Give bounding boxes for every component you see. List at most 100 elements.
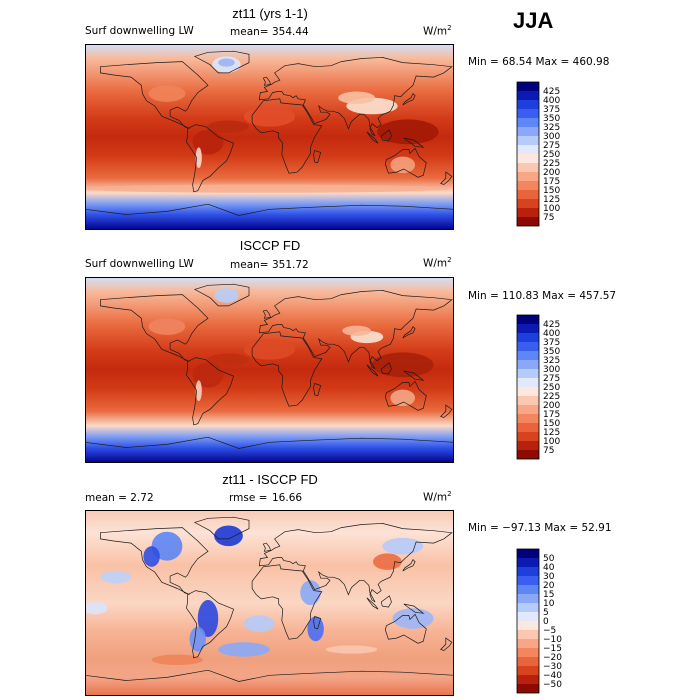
colorbar-tick-label: −15 [543,644,562,654]
variable-label: Surf downwelling LW [85,258,194,270]
colorbar-swatch [517,423,539,432]
coastline-borneo [380,595,392,608]
colorbar-swatch [517,612,539,621]
colorbar-tick-label: 125 [543,428,560,438]
colorbar-swatch [517,684,539,693]
colorbar-tick-label: −50 [543,680,562,690]
field-patch [325,645,378,654]
coastline-greenland [193,283,250,307]
colorbar-tick-label: 75 [543,213,554,223]
field-patch [195,147,202,168]
colorbar-swatch [517,657,539,666]
panel-title: zt11 - ISCCP FD [222,472,318,487]
field-patch [192,129,224,155]
minmax-label: Min = −97.13 Max = 52.91 [468,522,612,534]
colorbar-swatch [517,190,539,199]
map-frame [85,510,454,696]
field-patch [243,615,275,632]
stat-label: mean= [230,259,269,271]
colorbar-swatch [517,333,539,342]
colorbar-swatch [517,154,539,163]
coastline-newGuinea [403,603,425,614]
coastline-newZealand [440,637,453,651]
colorbar-swatch [517,118,539,127]
colorbar-tick-label: 300 [543,132,560,142]
colorbar-tick-label: 175 [543,177,560,187]
colorbar-tick-label: 425 [543,320,560,330]
coastline-antarctica [85,436,454,463]
colorbar-swatch [517,136,539,145]
field-patch [214,525,243,547]
colorbar-tick-label: −30 [543,662,562,672]
coastline-madagascar [313,382,322,397]
colorbar-swatch [517,315,539,324]
colorbar-swatch [517,217,539,226]
colorbar-swatch [517,181,539,190]
coastline-antarctica [85,669,454,696]
colorbar-swatch [517,630,539,639]
colorbar-tick-label: 250 [543,383,560,393]
colorbar-frame [516,81,540,227]
coastline-eurasia [258,523,453,603]
colorbar-tick-label: 275 [543,374,560,384]
field-patch [189,626,206,652]
colorbar-swatch [517,558,539,567]
coastline-africa [251,331,323,407]
field-patch [390,389,416,407]
coastline-uk [262,76,271,86]
units-label: W/m2 [423,490,452,504]
coastline-borneo [380,129,392,142]
field-patch [300,580,321,606]
coastline-southAmerica [186,590,235,659]
coastline-uk [262,542,271,552]
colorbar-swatch [517,576,539,585]
field-patch [148,85,186,102]
coastline-newGuinea [403,370,425,381]
colorbar-tick-label: −20 [543,653,562,663]
field-patch [143,546,160,567]
coastline-greenland [193,50,250,74]
field-patch [85,184,449,193]
colorbar-model: 4254003753503253002752502252001751501251… [516,81,560,227]
coastline-northAmerica [100,61,209,130]
colorbar-frame [516,314,540,460]
colorbar-tick-label: 30 [543,572,555,582]
colorbar-tick-label: 200 [543,168,560,178]
mean-label: mean = 2.72 [85,492,154,504]
coastline-northAmerica [100,294,209,363]
colorbar-swatch [517,675,539,684]
coastline-borneo [380,362,392,375]
colorbar-swatch [517,324,539,333]
coastline-newZealand [440,404,453,418]
field-patch [342,325,371,336]
colorbar-swatch [517,163,539,172]
coastline-africa [251,98,323,174]
map-model [85,44,454,230]
map-frame [85,277,454,463]
season-label: JJA [513,8,554,33]
colorbar-swatch [517,100,539,109]
field-patch [382,537,424,555]
colorbar-tick-label: 20 [543,581,555,591]
map-observation [85,277,454,463]
minmax-label: Min = 110.83 Max = 457.57 [468,290,617,302]
colorbar-tick-label: −5 [543,626,556,636]
panel-title: zt11 (yrs 1-1) [232,6,308,21]
colorbar-swatch [517,82,539,91]
coastline-japan [402,559,416,572]
field-patch [218,58,235,67]
coastline-sumatra [366,131,379,144]
stat-value: 16.66 [272,492,303,504]
field-patch [197,599,219,638]
field-patch [148,318,186,335]
coastline-australia [384,147,427,178]
colorbar-tick-label: 150 [543,419,560,429]
field-patch [192,362,224,388]
colorbar-swatch [517,567,539,576]
colorbar-tick-label: 50 [543,554,555,564]
colorbar-tick-label: 400 [543,329,560,339]
colorbar-swatch [517,351,539,360]
map-background [85,510,454,696]
field-patch [100,570,132,584]
map-frame [85,44,454,230]
